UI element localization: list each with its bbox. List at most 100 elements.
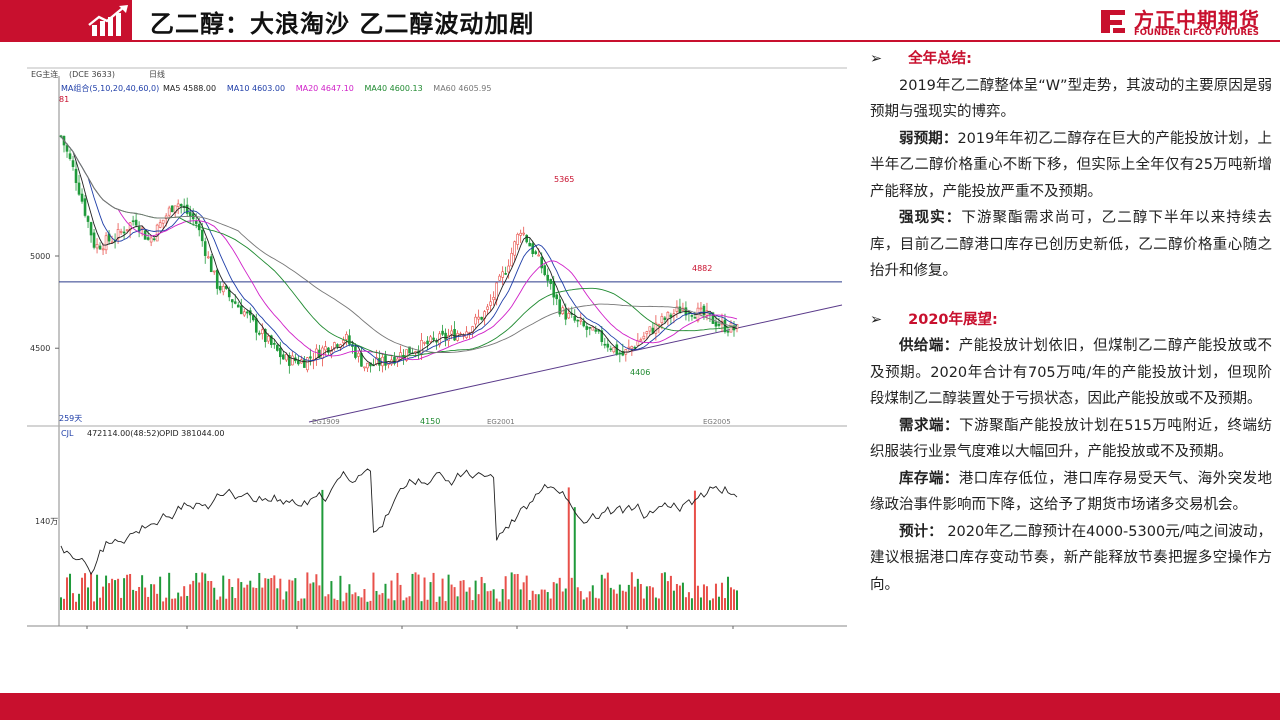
volume-bar xyxy=(228,578,231,610)
volume-bar xyxy=(360,597,363,610)
demand-label: 需求端： xyxy=(899,417,960,434)
candle-body xyxy=(257,332,261,335)
candle-body xyxy=(324,346,327,351)
volume-bar xyxy=(243,587,246,610)
candle-body xyxy=(167,207,171,216)
volume-bar xyxy=(219,596,222,610)
volume-bar xyxy=(504,576,507,610)
candle-body xyxy=(528,242,531,247)
volume-bar xyxy=(736,590,738,610)
volume-bar xyxy=(456,596,459,610)
candle-body xyxy=(152,238,156,241)
volume-bar xyxy=(84,573,87,610)
volume-bar xyxy=(177,592,180,610)
candle-body xyxy=(660,316,664,324)
ma-legend-item: MA20 4647.10 xyxy=(296,84,354,93)
candle-body xyxy=(218,285,222,291)
volume-bar xyxy=(237,578,240,610)
candle-body xyxy=(137,226,141,232)
candle-body xyxy=(393,357,396,364)
candle-body xyxy=(441,330,444,335)
volume-bar xyxy=(702,584,705,610)
volume-label: CJL xyxy=(61,429,74,438)
logo-en-text: FOUNDER CIFCO FUTURES xyxy=(1134,28,1259,38)
candle-body xyxy=(714,321,718,327)
candle-body xyxy=(654,322,658,334)
volume-bar xyxy=(417,574,420,610)
candle-body xyxy=(348,335,351,345)
volume-bar xyxy=(276,588,279,610)
volume-bar xyxy=(708,600,711,610)
candle-body xyxy=(588,326,592,329)
candle-body xyxy=(657,324,661,326)
volume-bar xyxy=(156,593,159,610)
volume-bar xyxy=(222,575,225,610)
volume-bar xyxy=(450,584,453,610)
volume-bar xyxy=(231,587,234,610)
volume-bar xyxy=(642,598,645,610)
price-chart: EG主连 (DCE 3633) 日线 MA组合(5,10,20,40,60,0) MA5… xyxy=(27,66,847,642)
candle-body xyxy=(209,256,213,273)
candle-body xyxy=(273,342,276,345)
price-annotation: 259天 xyxy=(59,414,82,423)
price-annotation: 4150 xyxy=(420,417,440,426)
volume-bar xyxy=(384,583,387,610)
candle-body xyxy=(690,315,694,317)
volume-bar xyxy=(387,598,390,610)
candle-body xyxy=(729,322,733,333)
candle-body xyxy=(603,343,607,346)
volume-bar xyxy=(138,586,141,610)
candle-body xyxy=(230,299,234,303)
volume-bar xyxy=(363,589,366,610)
volume-bar xyxy=(63,598,66,610)
candle-body xyxy=(354,346,357,358)
ma-legend-item: MA40 4600.13 xyxy=(365,84,423,93)
weak-label: 弱预期： xyxy=(899,130,958,147)
candle-body xyxy=(501,271,504,278)
volume-bar xyxy=(81,577,84,610)
candle-body xyxy=(666,311,670,320)
volume-bar xyxy=(594,597,597,610)
volume-bar xyxy=(423,577,426,610)
forecast-label: 预计： xyxy=(899,523,943,540)
candle-body xyxy=(444,332,447,340)
candle-body xyxy=(119,231,123,233)
volume-bar xyxy=(507,599,510,610)
candle-body xyxy=(642,335,646,340)
volume-bar xyxy=(183,586,186,610)
volume-bar xyxy=(636,578,639,610)
header-rule xyxy=(0,40,1280,42)
candle-body xyxy=(669,314,673,318)
volume-bar xyxy=(597,598,600,610)
candle-body xyxy=(185,204,189,214)
candle-body xyxy=(702,305,706,316)
ma-legend-item: MA60 4605.95 xyxy=(433,84,491,93)
candle-body xyxy=(630,346,634,349)
volume-bar xyxy=(639,584,642,610)
rising-chart-icon xyxy=(86,3,132,39)
candle-body xyxy=(426,340,429,345)
volume-bar xyxy=(717,596,720,610)
volume-bar xyxy=(282,599,285,610)
volume-bar xyxy=(369,600,372,610)
candle-body xyxy=(582,321,586,327)
candle-body xyxy=(540,256,544,269)
candle-body xyxy=(194,220,198,224)
volume-bar xyxy=(72,593,75,610)
volume-bar xyxy=(711,598,714,610)
volume-bar xyxy=(489,590,492,610)
candle-body xyxy=(77,182,81,195)
strong-label: 强现实： xyxy=(899,210,962,226)
candle-body xyxy=(215,269,219,289)
summary-weak: 弱预期：2019年年初乙二醇存在巨大的产能投放计划，上半年乙二醇价格重心不断下移… xyxy=(870,126,1272,206)
volume-bar xyxy=(609,587,612,610)
candle-body xyxy=(507,265,510,273)
volume-bar xyxy=(273,575,276,610)
candle-body xyxy=(579,319,583,322)
volume-bar xyxy=(99,597,102,610)
candle-body xyxy=(552,280,556,298)
candle-body xyxy=(327,347,330,353)
volume-bar xyxy=(492,589,495,610)
volume-bar xyxy=(582,599,585,610)
volume-bar xyxy=(510,572,513,610)
